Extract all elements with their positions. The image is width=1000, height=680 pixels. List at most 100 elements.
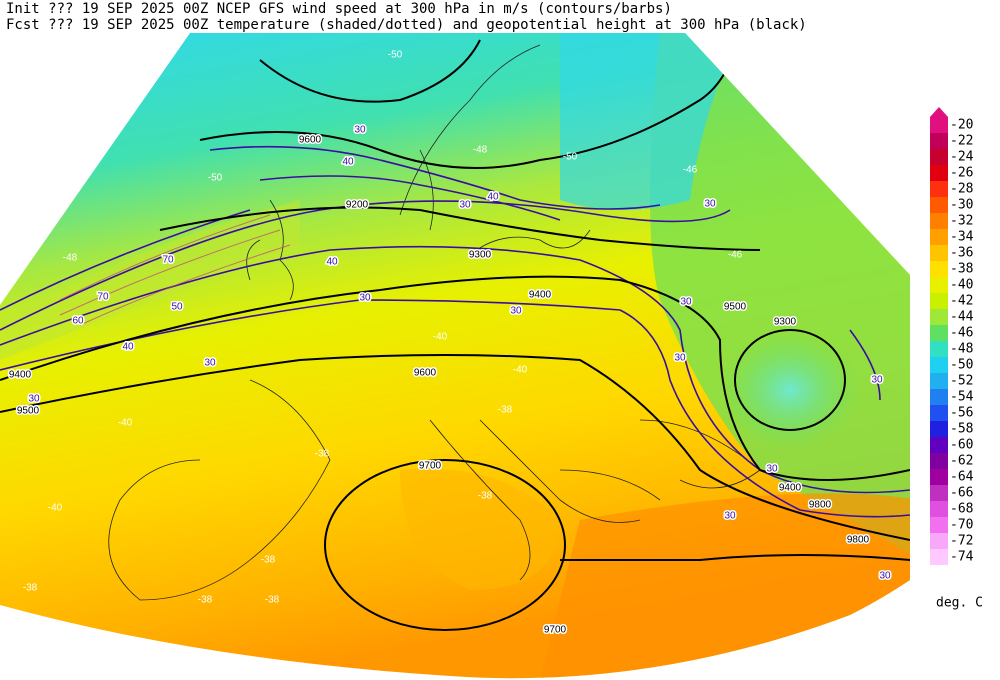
colorbar-swatch xyxy=(930,245,948,261)
colorbar-label: -26 xyxy=(950,166,973,181)
temperature-contour-label: -46 xyxy=(683,165,698,176)
colorbar-swatch xyxy=(930,373,948,389)
height-contour-label: 9500 xyxy=(724,302,747,313)
wind-contour-label: 30 xyxy=(354,125,366,136)
colorbar-label: -50 xyxy=(950,358,973,373)
temperature-contour-label: -38 xyxy=(198,595,213,606)
height-contour-label: 9700 xyxy=(544,625,567,636)
wind-contour-label: 40 xyxy=(342,157,354,168)
header-line: Init ??? 19 SEP 2025 00Z NCEP GFS wind s… xyxy=(6,1,672,17)
wind-contour-label: 70 xyxy=(162,255,174,266)
header-line: Fcst ??? 19 SEP 2025 00Z temperature (sh… xyxy=(6,17,807,33)
wind-contour-label: 30 xyxy=(680,297,692,308)
height-contour-label: 9800 xyxy=(809,500,832,511)
colorbar-label: -46 xyxy=(950,326,973,341)
temperature-contour-label: -40 xyxy=(513,365,528,376)
colorbar-unit: deg. C xyxy=(936,596,983,611)
temperature-field xyxy=(560,33,740,210)
colorbar-label: -30 xyxy=(950,198,973,213)
colorbar-label: -62 xyxy=(950,454,973,469)
wind-contour-label: 30 xyxy=(674,353,686,364)
height-contour-label: 9200 xyxy=(346,200,369,211)
colorbar-label: -34 xyxy=(950,230,974,245)
height-contour-label: 9400 xyxy=(529,290,552,301)
colorbar-swatch xyxy=(930,469,948,485)
colorbar-swatch xyxy=(930,437,948,453)
temperature-contour-label: -40 xyxy=(118,418,133,429)
temperature-contour-label: -46 xyxy=(728,250,743,261)
map-area xyxy=(0,33,910,679)
colorbar-swatch xyxy=(930,149,948,165)
temperature-contour-label: -48 xyxy=(63,253,78,264)
height-contour-label: 9600 xyxy=(299,135,322,146)
colorbar-swatch xyxy=(930,517,948,533)
colorbar-swatch xyxy=(930,421,948,437)
temperature-contour-label: -38 xyxy=(23,583,38,594)
colorbar-swatch xyxy=(930,229,948,245)
colorbar-swatch xyxy=(930,165,948,181)
colorbar-label: -48 xyxy=(950,342,973,357)
colorbar-swatch xyxy=(930,197,948,213)
wind-contour-label: 30 xyxy=(459,200,471,211)
wind-contour-label: 30 xyxy=(879,571,891,582)
colorbar-label: -54 xyxy=(950,390,974,405)
height-contour-label: 9400 xyxy=(779,483,802,494)
height-contour-label: 9500 xyxy=(17,406,40,417)
wind-contour-label: 40 xyxy=(487,192,499,203)
temperature-field xyxy=(0,200,300,360)
colorbar-label: -64 xyxy=(950,470,974,485)
wind-contours xyxy=(59,214,291,326)
colorbar-swatch xyxy=(930,293,948,309)
colorbar-label: -66 xyxy=(950,486,973,501)
wind-contours xyxy=(0,145,910,518)
colorbar-swatch xyxy=(930,325,948,341)
wind-contour-label: 30 xyxy=(871,375,883,386)
temperature-contour-label: -38 xyxy=(315,449,330,460)
colorbar-label: -36 xyxy=(950,246,973,261)
colorbar-label: -56 xyxy=(950,406,973,421)
colorbar-label: -70 xyxy=(950,518,973,533)
colorbar-swatch xyxy=(930,357,948,373)
wind-contour-label: 40 xyxy=(326,257,338,268)
colorbar-swatch xyxy=(930,453,948,469)
colorbar-swatch xyxy=(930,277,948,293)
colorbar-swatch xyxy=(930,261,948,277)
temperature-contour-label: -50 xyxy=(563,152,578,163)
temperature-contour-label: -50 xyxy=(388,50,403,61)
colorbar-swatch xyxy=(930,389,948,405)
temperature-field xyxy=(400,468,560,590)
colorbar-label: -60 xyxy=(950,438,973,453)
colorbar-swatch xyxy=(930,213,948,229)
colorbar-label: -40 xyxy=(950,278,973,293)
temperature-field xyxy=(720,330,860,450)
wind-contour-label: 40 xyxy=(122,342,134,353)
temperature-contour-label: -40 xyxy=(48,503,63,514)
colorbar-label: -52 xyxy=(950,374,973,389)
wind-contour-label: 70 xyxy=(97,292,109,303)
colorbar-swatch xyxy=(930,549,948,565)
contour-labels: 9200 9300 9400 9500 9600 9700 9700 9800 9800 9300… xyxy=(7,50,892,638)
wind-contour-label: 30 xyxy=(724,511,736,522)
wind-contour-label: 30 xyxy=(204,358,216,369)
colorbar-swatch xyxy=(930,181,948,197)
temperature-contour-label: -50 xyxy=(208,173,223,184)
colorbar-label: -72 xyxy=(950,534,973,549)
temperature-contour-label: -48 xyxy=(473,145,488,156)
colorbar-label: -74 xyxy=(950,550,974,565)
temperature-contour-label: -38 xyxy=(261,555,276,566)
colorbar-swatch xyxy=(930,309,948,325)
colorbar-label: -68 xyxy=(950,502,973,517)
height-contour-label: 9800 xyxy=(847,535,870,546)
colorbar-label: -32 xyxy=(950,214,973,229)
wind-contour-label: 50 xyxy=(171,302,183,313)
temperature-contour-label: -38 xyxy=(265,595,280,606)
colorbar-swatch xyxy=(930,533,948,549)
colorbar-label: -24 xyxy=(950,150,974,165)
height-contour-label: 9300 xyxy=(774,317,797,328)
colorbar-arrow xyxy=(930,107,948,117)
colorbar-swatch xyxy=(930,501,948,517)
colorbar-swatch xyxy=(930,405,948,421)
wind-contour-label: 30 xyxy=(28,394,40,405)
